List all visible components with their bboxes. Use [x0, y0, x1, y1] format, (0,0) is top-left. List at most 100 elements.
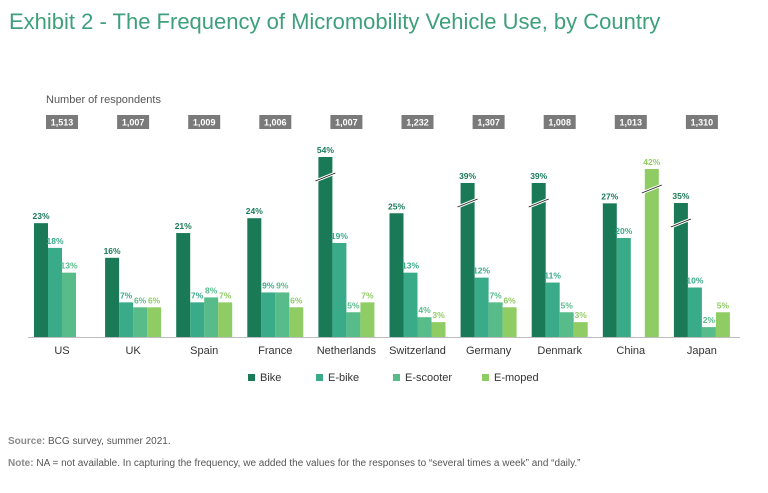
bar-denmark-e-scooter [559, 312, 574, 337]
bar-spain-e-moped [218, 302, 233, 337]
data-label-spain-e-moped: 7% [219, 290, 232, 300]
axis-break-line [457, 198, 478, 208]
data-label-uk-e-bike: 7% [120, 290, 133, 300]
respondent-count-label: 1,007 [335, 118, 358, 128]
note-label: Note: [8, 458, 34, 469]
data-label-germany-e-scooter: 7% [489, 290, 502, 300]
data-label-france-bike: 24% [246, 206, 263, 216]
data-label-china-e-bike: 20% [615, 226, 632, 236]
respondent-count-box [614, 115, 647, 129]
bar-us-e-scooter [62, 272, 76, 337]
bar-switzerland-e-moped [431, 322, 446, 337]
bar-germany-e-bike [474, 277, 489, 337]
category-label-germany: Germany [466, 345, 512, 357]
category-label-japan: Japan [687, 345, 717, 357]
respondent-count-box [401, 115, 434, 129]
respondent-count-box [46, 115, 78, 129]
bar-uk-e-scooter [133, 307, 148, 337]
na-label: NA [77, 320, 89, 329]
category-label-uk: UK [125, 345, 141, 357]
bar-uk-e-bike [119, 302, 134, 337]
bar-germany-e-scooter [488, 302, 503, 337]
bar-france-e-scooter [275, 292, 290, 337]
data-label-us-e-scooter: 13% [60, 261, 77, 271]
data-label-switzerland-e-bike: 13% [402, 261, 419, 271]
legend-swatch-e-scooter [393, 374, 400, 381]
bar-switzerland-bike [389, 213, 404, 337]
note-text: NA = not available. In capturing the fre… [36, 458, 581, 469]
data-label-uk-e-moped: 6% [148, 295, 161, 305]
bar-china-e-bike [616, 238, 631, 337]
data-label-denmark-bike: 39% [530, 171, 547, 181]
respondent-count-label: 1,307 [477, 118, 500, 128]
data-label-france-e-scooter: 9% [276, 280, 289, 290]
axis-break-line [641, 184, 662, 194]
legend-label-e-moped: E-moped [494, 372, 539, 384]
respondent-count-box [117, 115, 150, 129]
legend-swatch-e-moped [482, 374, 489, 381]
bar-netherlands-e-moped [360, 302, 375, 337]
legend-label-bike: Bike [260, 372, 281, 384]
axis-break-line [528, 198, 549, 208]
category-label-netherlands: Netherlands [317, 345, 377, 357]
bar-japan-e-scooter [701, 327, 716, 337]
category-label-china: China [616, 345, 646, 357]
data-label-switzerland-e-scooter: 4% [418, 305, 431, 315]
footnote: Note: NA = not available. In capturing t… [8, 458, 580, 469]
data-label-uk-e-scooter: 6% [134, 295, 147, 305]
bar-spain-e-scooter [204, 297, 219, 337]
bar-japan-bike [673, 203, 688, 337]
data-label-germany-e-moped: 6% [503, 295, 516, 305]
data-label-france-e-bike: 9% [262, 280, 275, 290]
data-label-netherlands-e-moped: 7% [361, 290, 374, 300]
legend-label-e-scooter: E-scooter [405, 372, 452, 384]
category-label-france: France [258, 345, 292, 357]
data-label-netherlands-bike: 54% [317, 145, 334, 155]
bar-spain-e-bike [190, 302, 205, 337]
data-label-netherlands-e-scooter: 5% [347, 300, 360, 310]
data-label-china-e-moped: 42% [643, 157, 660, 167]
respondent-count-label: 1,008 [548, 118, 571, 128]
data-label-spain-e-bike: 7% [191, 290, 204, 300]
data-label-spain-e-scooter: 8% [205, 285, 218, 295]
data-label-denmark-e-moped: 3% [575, 310, 588, 320]
bar-china-e-moped [644, 169, 659, 337]
source-note: Source: BCG survey, summer 2021. [8, 436, 171, 447]
data-label-switzerland-e-moped: 3% [432, 310, 445, 320]
respondent-count-label: 1,513 [51, 118, 74, 128]
respondent-count-label: 1,006 [264, 118, 287, 128]
respondent-count-box [543, 115, 576, 129]
legend-swatch-bike [248, 374, 255, 381]
respondent-count-label: 1,009 [193, 118, 216, 128]
data-label-switzerland-bike: 25% [388, 201, 405, 211]
bar-switzerland-e-scooter [417, 317, 432, 337]
data-label-us-bike: 23% [32, 211, 49, 221]
bar-denmark-e-bike [545, 282, 560, 337]
bar-germany-bike [460, 183, 475, 337]
legend-swatch-e-bike [316, 374, 323, 381]
respondent-count-box [330, 115, 363, 129]
data-label-china-bike: 27% [601, 191, 618, 201]
bar-netherlands-bike [318, 157, 333, 337]
legend-label-e-bike: E-bike [328, 372, 359, 384]
data-label-france-e-moped: 6% [290, 295, 303, 305]
respondent-count-box [685, 115, 718, 129]
bar-france-e-moped [289, 307, 304, 337]
data-label-germany-e-bike: 12% [473, 266, 490, 276]
data-label-germany-bike: 39% [459, 171, 476, 181]
data-label-netherlands-e-bike: 19% [331, 231, 348, 241]
na-label: NA [632, 320, 644, 329]
respondent-count-label: 1,007 [122, 118, 145, 128]
data-label-denmark-e-scooter: 5% [561, 300, 574, 310]
bar-france-bike [247, 218, 262, 337]
bar-netherlands-e-scooter [346, 312, 361, 337]
respondent-count-label: 1,013 [620, 118, 643, 128]
respondent-count-box [188, 115, 221, 129]
bar-germany-e-moped [502, 307, 517, 337]
category-label-us: US [54, 345, 69, 357]
source-label: Source: [8, 436, 46, 447]
bar-spain-bike [176, 233, 191, 337]
axis-break-line [670, 218, 692, 228]
data-label-japan-e-scooter: 2% [703, 315, 716, 325]
